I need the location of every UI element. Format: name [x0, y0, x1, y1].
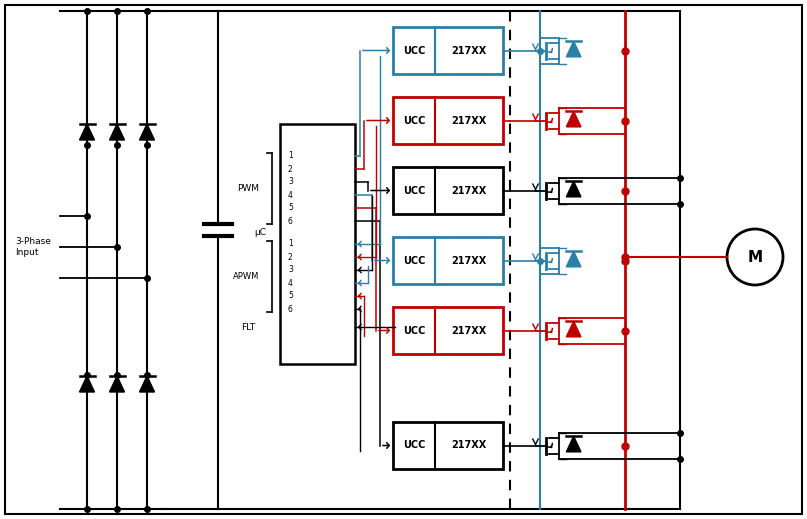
Text: UCC: UCC: [403, 441, 425, 450]
Text: 5: 5: [288, 203, 293, 212]
Text: 4: 4: [288, 190, 293, 199]
Text: 217XX: 217XX: [451, 441, 487, 450]
Text: 2: 2: [288, 165, 293, 173]
Polygon shape: [140, 124, 154, 140]
Text: 3-Phase
Input: 3-Phase Input: [15, 237, 51, 257]
Polygon shape: [567, 181, 581, 197]
Polygon shape: [567, 436, 581, 452]
Text: UCC: UCC: [403, 46, 425, 56]
Polygon shape: [80, 124, 94, 140]
Polygon shape: [567, 111, 581, 127]
Text: 1: 1: [288, 239, 293, 249]
Bar: [393, 27, 503, 74]
Text: 3: 3: [288, 177, 293, 186]
Text: APWM: APWM: [232, 272, 259, 281]
Circle shape: [727, 229, 783, 285]
Text: UCC: UCC: [403, 185, 425, 196]
Text: FLT: FLT: [240, 322, 255, 332]
Text: M: M: [747, 250, 763, 265]
Polygon shape: [140, 376, 154, 392]
Text: 3: 3: [288, 266, 293, 275]
Polygon shape: [110, 124, 124, 140]
Text: UCC: UCC: [403, 325, 425, 335]
Text: 4: 4: [288, 279, 293, 288]
Bar: [393, 97, 503, 144]
Text: 217XX: 217XX: [451, 325, 487, 335]
Polygon shape: [567, 321, 581, 337]
Text: 217XX: 217XX: [451, 46, 487, 56]
Text: UCC: UCC: [403, 116, 425, 126]
Text: 6: 6: [288, 216, 293, 225]
Bar: [393, 307, 503, 354]
Text: 217XX: 217XX: [451, 116, 487, 126]
Polygon shape: [80, 376, 94, 392]
Text: PWM: PWM: [237, 184, 259, 193]
Polygon shape: [567, 41, 581, 57]
Text: UCC: UCC: [403, 255, 425, 266]
Text: μC: μC: [254, 228, 266, 237]
Bar: [280, 124, 355, 364]
Polygon shape: [567, 251, 581, 267]
Bar: [393, 237, 503, 284]
Bar: [393, 167, 503, 214]
Polygon shape: [110, 376, 124, 392]
Text: 6: 6: [288, 305, 293, 313]
Text: 2: 2: [288, 253, 293, 262]
Text: 5: 5: [288, 292, 293, 301]
Bar: [393, 422, 503, 469]
Text: 1: 1: [288, 152, 293, 160]
Text: 217XX: 217XX: [451, 185, 487, 196]
Text: 217XX: 217XX: [451, 255, 487, 266]
